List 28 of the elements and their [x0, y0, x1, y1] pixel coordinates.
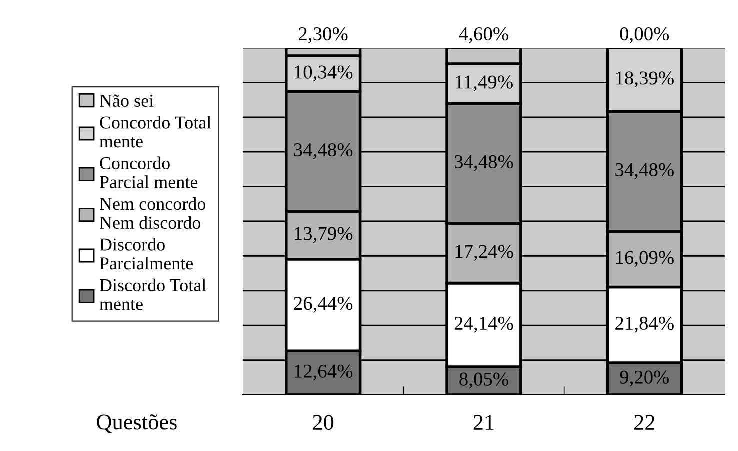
legend-label: Não sei	[100, 94, 154, 108]
x-axis-title: Questões	[97, 414, 177, 434]
data-label: 0,00%	[620, 27, 670, 44]
legend-label: Discordo Parcialmente	[100, 238, 194, 270]
data-label: 17,24%	[456, 245, 514, 262]
x-tick-label: 20	[313, 415, 334, 430]
data-label: 26,44%	[294, 297, 353, 313]
x-tick-label: 22	[634, 415, 655, 430]
data-label: 21,84%	[616, 316, 674, 333]
legend-label: Concordo Parcial mente	[100, 156, 198, 188]
data-label: 4,60%	[459, 27, 508, 44]
data-label: 9,20%	[620, 370, 670, 387]
data-label: 34,48%	[616, 163, 674, 180]
data-label: 34,48%	[294, 143, 353, 160]
data-label: 13,79%	[295, 227, 353, 244]
legend-label: Discordo Total mente	[100, 278, 206, 310]
data-label: 8,05%	[460, 372, 508, 389]
x-tick-label: 21	[474, 415, 494, 430]
data-label: 24,14%	[454, 316, 514, 333]
legend-label: Concordo Total mente	[100, 116, 212, 148]
legend-label: Nem concordo Nem discordo	[100, 197, 206, 230]
data-label: 10,34%	[295, 66, 353, 82]
data-label: 34,48%	[454, 155, 514, 172]
data-label: 11,49%	[456, 76, 513, 92]
data-label: 18,39%	[616, 72, 674, 88]
data-label: 2,30%	[299, 27, 348, 44]
data-label: 16,09%	[616, 251, 674, 268]
data-label: 12,64%	[295, 364, 353, 381]
